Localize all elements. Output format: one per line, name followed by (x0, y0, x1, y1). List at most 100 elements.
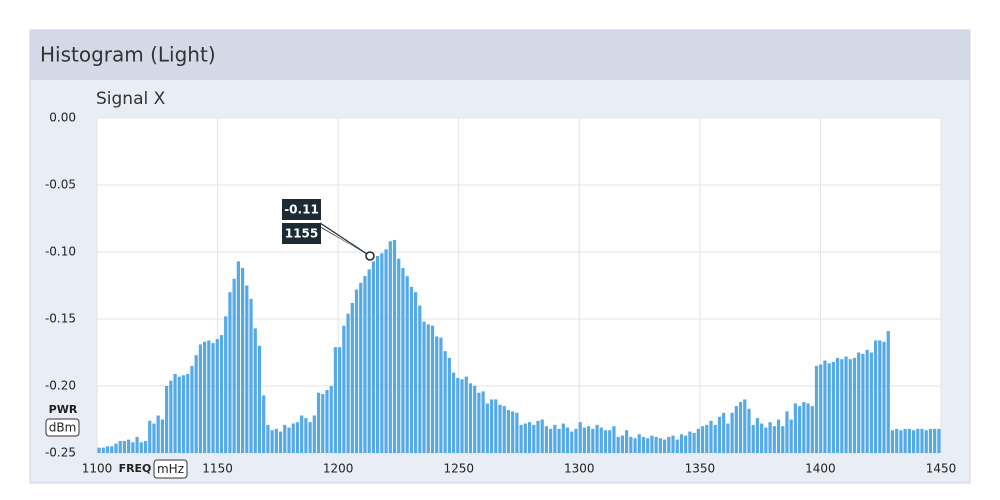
bar (430, 325, 435, 453)
bar (654, 436, 658, 453)
bar (540, 419, 544, 453)
bar (367, 269, 371, 453)
bar (114, 443, 118, 453)
bar (502, 406, 506, 453)
bar (675, 439, 679, 453)
bar (895, 428, 899, 453)
bar (131, 442, 135, 453)
bar (570, 431, 574, 453)
bar (772, 426, 776, 453)
bar (177, 376, 181, 453)
bar (270, 430, 274, 453)
bar (907, 428, 911, 453)
bar (249, 298, 253, 453)
bar (426, 324, 430, 453)
bar (468, 383, 473, 453)
x-tick-label: 1300 (564, 462, 595, 476)
bar (186, 373, 190, 453)
bar (667, 436, 671, 453)
bar (886, 331, 890, 453)
bar (380, 253, 384, 453)
bar (810, 406, 814, 453)
y-tick-label: -0.10 (45, 245, 76, 259)
bar (764, 427, 768, 453)
bar (152, 423, 156, 453)
bar (283, 424, 287, 453)
bar (418, 305, 422, 453)
bar (181, 375, 186, 453)
bar (122, 440, 127, 453)
bar (743, 399, 747, 453)
x-tick-label: 1200 (323, 462, 354, 476)
bar (135, 436, 139, 453)
bar (616, 436, 620, 453)
bar (844, 356, 848, 453)
bar (553, 424, 557, 453)
tooltip-y-box (282, 199, 321, 220)
bar (485, 403, 489, 453)
bar (110, 446, 114, 453)
bar (865, 349, 869, 453)
bar (215, 339, 219, 453)
y-tick-label: -0.05 (45, 178, 76, 192)
bar (595, 424, 599, 453)
bar (793, 403, 798, 453)
bar (489, 399, 494, 453)
bar (173, 373, 177, 453)
bar (536, 420, 540, 453)
bar (730, 412, 734, 453)
bar (646, 438, 650, 453)
bar (498, 404, 502, 453)
tooltip-marker (365, 251, 375, 261)
chart-subtitle: Signal X (96, 89, 166, 109)
bar (447, 357, 451, 453)
bar (574, 428, 578, 453)
bar (160, 419, 165, 453)
bar (705, 424, 709, 453)
ticks: 0.00 -0.05 -0.10 -0.15 -0.20 -0.25 1100 1150 120… (45, 111, 956, 476)
bar (637, 434, 641, 453)
bar (916, 428, 920, 453)
bars (97, 239, 941, 453)
bar (312, 415, 316, 453)
bar (456, 377, 460, 453)
bar (840, 359, 844, 453)
x-tick-label: 1100 (82, 462, 113, 476)
bar (768, 422, 772, 453)
bar (734, 406, 738, 453)
bar (760, 423, 764, 453)
bar (384, 249, 388, 453)
bar (831, 361, 835, 453)
bar (819, 364, 823, 453)
bar (401, 268, 405, 453)
bar (300, 415, 304, 453)
bar (422, 321, 426, 453)
bar (464, 376, 468, 453)
bar (519, 424, 523, 453)
bar (658, 438, 662, 453)
bar (354, 289, 359, 453)
bar (207, 340, 211, 453)
bar (806, 403, 810, 453)
bar (473, 386, 477, 453)
bar (295, 422, 300, 453)
bar (236, 261, 240, 453)
bar (869, 352, 873, 453)
tooltip-y: -0.11 (284, 203, 319, 217)
bar (435, 336, 439, 453)
bar (287, 427, 291, 453)
bar (911, 430, 916, 453)
bar (814, 365, 819, 453)
bar (625, 430, 629, 453)
panel-header (30, 30, 970, 80)
bar (532, 424, 536, 453)
x-axis-unit: mHz (157, 462, 184, 476)
bar (823, 360, 827, 453)
bar (722, 412, 726, 453)
bar (852, 357, 857, 453)
y-axis-unit: dBm (49, 421, 77, 435)
bar (587, 426, 591, 453)
bar (688, 431, 692, 453)
bar (388, 241, 392, 453)
bar (827, 363, 831, 453)
